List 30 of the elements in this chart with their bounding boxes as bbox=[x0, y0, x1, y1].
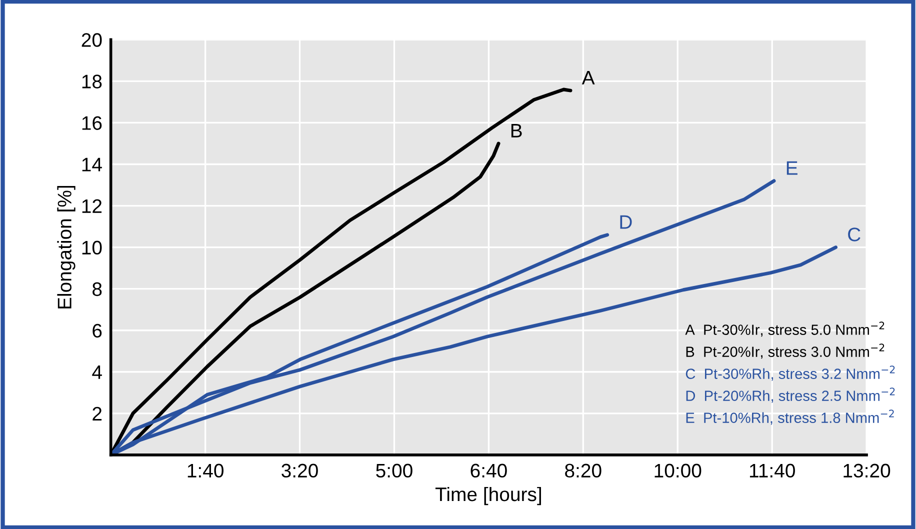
annotation: B Pt-20%Ir, stress 3.0 Nmm$^{−2}$ bbox=[686, 344, 884, 359]
y-axis-title: Elongation [%] bbox=[57, 186, 76, 308]
annotation: C Pt-30%Rh, stress 3.2 Nmm$^{−2}$ bbox=[686, 366, 895, 381]
x-tick-label: 1:40 bbox=[188, 464, 224, 478]
y-tick-label: 12 bbox=[82, 199, 102, 213]
y-tick-label: 6 bbox=[92, 324, 102, 338]
y-tick-label: 20 bbox=[82, 33, 102, 47]
series-label: E bbox=[786, 161, 798, 175]
y-tick-label: 8 bbox=[92, 282, 102, 296]
x-tick-label: 13:20 bbox=[844, 464, 890, 478]
series-label: B bbox=[511, 124, 522, 138]
y-tick-label: 16 bbox=[82, 116, 102, 130]
series-label: D bbox=[620, 215, 632, 229]
y-tick-label: 18 bbox=[82, 74, 102, 88]
annotation: D Pt-20%Rh, stress 2.5 Nmm$^{−2}$ bbox=[686, 388, 895, 403]
series-label: A bbox=[582, 71, 595, 84]
x-tick-label: 10:00 bbox=[654, 464, 702, 478]
x-axis-title: Time [hours] bbox=[435, 486, 541, 506]
x-tick-label: 5:00 bbox=[376, 464, 412, 478]
x-tick-label: 8:20 bbox=[565, 464, 602, 478]
annotation: A Pt-30%Ir, stress 5.0 Nmm$^{−2}$ bbox=[685, 322, 884, 337]
series-label: C bbox=[848, 228, 860, 242]
annotation: E Pt-10%Rh, stress 1.8 Nmm$^{−2}$ bbox=[686, 410, 894, 425]
x-tick-label: 11:40 bbox=[750, 464, 795, 478]
y-tick-label: 10 bbox=[82, 240, 102, 255]
y-tick-label: 4 bbox=[92, 366, 102, 379]
x-tick-label: 6:40 bbox=[470, 464, 507, 478]
y-tick-label: 2 bbox=[92, 406, 102, 420]
y-tick-label: 14 bbox=[82, 158, 102, 172]
x-tick-label: 3:20 bbox=[282, 464, 318, 478]
